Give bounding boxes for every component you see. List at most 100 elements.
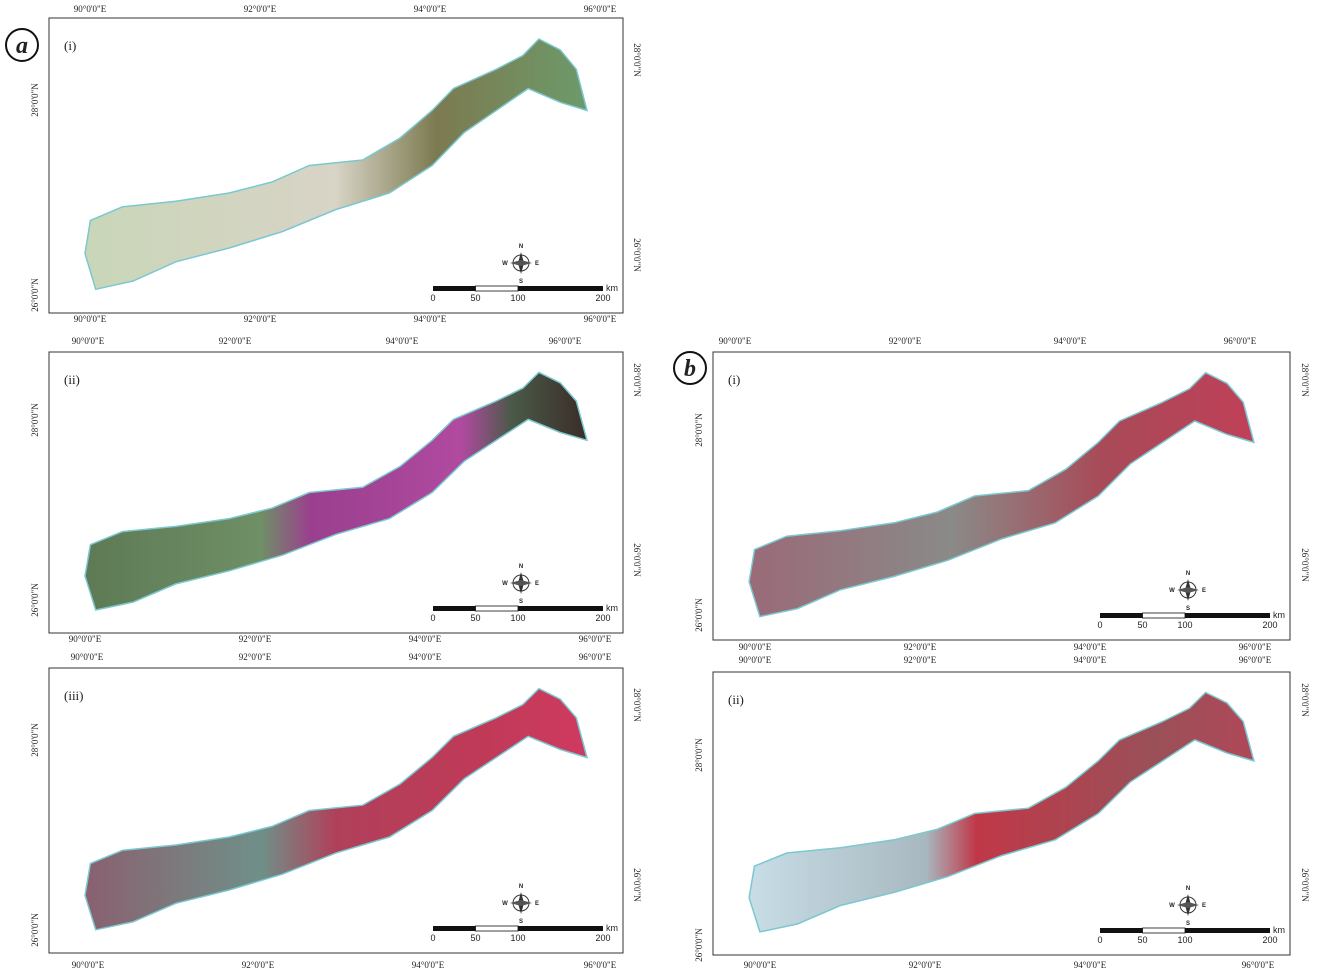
scale-label: 0 (1097, 620, 1102, 630)
compass-s: S (1186, 606, 1190, 612)
scale-unit: km (606, 923, 618, 933)
compass-e: E (535, 901, 539, 907)
compass-n: N (519, 564, 523, 570)
lon-label: 96°0'0"E (1239, 642, 1272, 652)
lat-label: 26°0'0"N (1300, 548, 1310, 582)
compass-needle (510, 580, 532, 586)
scale-label: 200 (595, 933, 610, 943)
river-basin (84, 687, 589, 931)
scale-label: 200 (595, 293, 610, 303)
compass-s: S (519, 279, 523, 285)
lon-label: 92°0'0"E (242, 960, 275, 970)
panel-sublabel: (iii) (64, 688, 84, 703)
scale-unit: km (606, 603, 618, 613)
scale-seg (433, 926, 476, 931)
compass-needle (510, 260, 532, 266)
lat-label: 26°0'0"N (30, 913, 40, 947)
lat-label: 26°0'0"N (632, 868, 642, 902)
lon-label: 90°0'0"E (739, 655, 772, 665)
scale-label: 50 (470, 613, 480, 623)
scale-label: 100 (1177, 935, 1192, 945)
map-panel: (ii) 90°0'0"E 92°0'0"E 94°0'0"E 96°0'0"E 90°0… (694, 655, 1310, 970)
lon-label: 96°0'0"E (1239, 655, 1272, 665)
scale-seg (1142, 612, 1186, 619)
lon-label: 94°0'0"E (412, 960, 445, 970)
map-panel: (ii) 90°0'0"E 92°0'0"E 94°0'0"E 96°0'0"E 90°0… (30, 336, 642, 644)
lon-label: 90°0'0"E (719, 336, 752, 346)
scale-label: 200 (595, 613, 610, 623)
scale-label: 0 (430, 933, 435, 943)
scale-seg (1142, 927, 1186, 934)
scale-label: 100 (1177, 620, 1192, 630)
scale-seg (433, 286, 476, 291)
lon-label: 90°0'0"E (739, 642, 772, 652)
lon-label: 90°0'0"E (72, 960, 105, 970)
lat-label: 28°0'0"N (632, 688, 642, 722)
lat-label: 28°0'0"N (694, 413, 704, 447)
scale-seg (1185, 613, 1270, 618)
lon-label: 94°0'0"E (1074, 960, 1107, 970)
lon-label: 92°0'0"E (239, 634, 272, 644)
lon-label: 94°0'0"E (414, 314, 447, 324)
lat-label: 26°0'0"N (694, 928, 704, 962)
compass-n: N (519, 244, 523, 250)
lon-label: 94°0'0"E (1054, 336, 1087, 346)
panel-sublabel: (i) (64, 38, 76, 53)
compass-needle (1177, 587, 1199, 593)
figure-label: a (16, 33, 28, 59)
lat-label: 28°0'0"N (632, 43, 642, 77)
lon-label: 96°0'0"E (584, 314, 617, 324)
compass-needle (1177, 902, 1199, 908)
lon-label: 96°0'0"E (579, 652, 612, 662)
lon-label: 92°0'0"E (889, 336, 922, 346)
map-panel: (i) 90°0'0"E 92°0'0"E 94°0'0"E 96°0'0"E 90°0'… (694, 336, 1310, 652)
lon-label: 92°0'0"E (239, 652, 272, 662)
river-basin (748, 371, 1255, 618)
lon-label: 96°0'0"E (1224, 336, 1257, 346)
lon-label: 96°0'0"E (1242, 960, 1275, 970)
map-panel: (i) 90°0'0"E 92°0'0"E 94°0'0"E 96°0'0"E 90°0'… (30, 4, 642, 324)
lat-label: 28°0'0"N (1300, 363, 1310, 397)
panel-sublabel: (ii) (728, 692, 744, 707)
lat-label: 26°0'0"N (632, 543, 642, 577)
scale-label: 200 (1262, 620, 1277, 630)
compass-w: W (1169, 588, 1175, 594)
lon-label: 90°0'0"E (71, 652, 104, 662)
lon-label: 96°0'0"E (579, 634, 612, 644)
scale-label: 50 (1137, 620, 1147, 630)
figure-label: b (684, 356, 696, 382)
river-basin (748, 691, 1255, 933)
scale-seg (475, 605, 519, 612)
scale-seg (1100, 928, 1143, 933)
lon-label: 90°0'0"E (72, 336, 105, 346)
scale-unit: km (1273, 610, 1285, 620)
lat-label: 26°0'0"N (30, 278, 40, 312)
scale-label: 50 (470, 933, 480, 943)
scale-label: 0 (430, 613, 435, 623)
scale-seg (1185, 928, 1270, 933)
lon-label: 94°0'0"E (1074, 655, 1107, 665)
lon-label: 94°0'0"E (386, 336, 419, 346)
compass-e: E (1202, 903, 1206, 909)
scale-label: 100 (510, 933, 525, 943)
compass-s: S (519, 919, 523, 925)
compass-e: E (535, 581, 539, 587)
scale-seg (518, 286, 603, 291)
lon-label: 90°0'0"E (69, 634, 102, 644)
lon-label: 92°0'0"E (244, 314, 277, 324)
compass-s: S (519, 599, 523, 605)
river-basin (84, 38, 589, 291)
lat-label: 26°0'0"N (1300, 868, 1310, 902)
lat-label: 28°0'0"N (1300, 683, 1310, 717)
compass-w: W (1169, 903, 1175, 909)
scale-label: 0 (1097, 935, 1102, 945)
scale-label: 50 (470, 293, 480, 303)
compass-w: W (502, 901, 508, 907)
lat-label: 26°0'0"N (30, 583, 40, 617)
scale-seg (518, 606, 603, 611)
river-basin (84, 371, 589, 611)
lon-label: 92°0'0"E (904, 642, 937, 652)
scale-seg (1100, 613, 1143, 618)
figure-label-ring (5, 28, 39, 62)
